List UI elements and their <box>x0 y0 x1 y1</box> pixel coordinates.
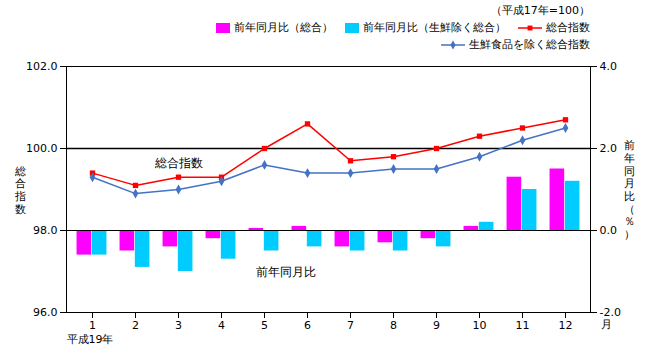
svg-text:平成19年: 平成19年 <box>67 333 114 346</box>
svg-text:7: 7 <box>347 319 354 332</box>
svg-text:前年同月比: 前年同月比 <box>256 265 316 279</box>
svg-text:前年同月比（％）: 前年同月比（％） <box>624 139 635 241</box>
html-text:生鮮食品を除く総合指数: 生鮮食品を除く総合指数 <box>469 38 590 51</box>
html-text:（平成17年=100）: （平成17年=100） <box>490 4 590 17</box>
svg-text:8: 8 <box>390 319 397 332</box>
svg-text:96.0: 96.0 <box>33 306 58 319</box>
svg-text:4: 4 <box>218 319 225 332</box>
svg-text:5: 5 <box>261 319 268 332</box>
svg-text:3: 3 <box>175 319 182 332</box>
svg-text:98.0: 98.0 <box>33 224 58 237</box>
html-text:総合指数: 総合指数 <box>546 21 590 34</box>
svg-text:-2.0: -2.0 <box>599 306 621 319</box>
svg-text:2.0: 2.0 <box>600 142 618 155</box>
svg-text:0.0: 0.0 <box>600 224 618 237</box>
svg-text:1: 1 <box>89 319 96 332</box>
svg-text:9: 9 <box>433 319 440 332</box>
svg-text:月: 月 <box>601 318 612 331</box>
svg-text:6: 6 <box>304 319 311 332</box>
svg-text:12: 12 <box>559 319 573 332</box>
svg-text:11: 11 <box>516 319 530 332</box>
svg-text:100.0: 100.0 <box>26 142 58 155</box>
svg-text:総合指数: 総合指数 <box>14 165 26 216</box>
svg-text:総合指数: 総合指数 <box>154 156 203 170</box>
svg-text:2: 2 <box>132 319 139 332</box>
html-text:前年同月比（総合）: 前年同月比（総合） <box>234 21 333 34</box>
svg-text:10: 10 <box>473 319 487 332</box>
html-text:前年同月比（生鮮除く総合）: 前年同月比（生鮮除く総合） <box>363 21 506 34</box>
svg-text:4.0: 4.0 <box>600 60 618 73</box>
svg-text:102.0: 102.0 <box>26 60 58 73</box>
